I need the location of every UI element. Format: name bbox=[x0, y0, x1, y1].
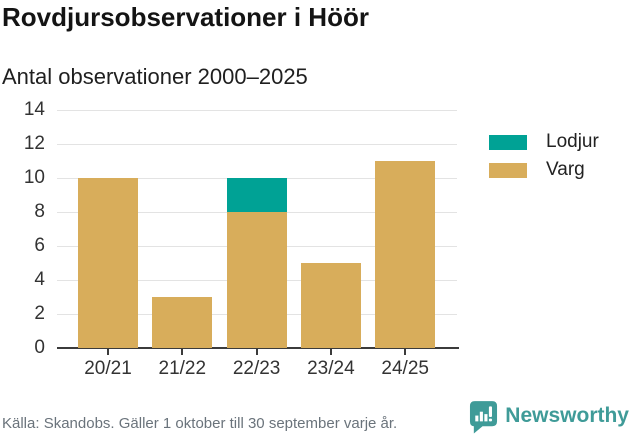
bar-varg-23/24 bbox=[300, 263, 361, 348]
x-axis-tick bbox=[329, 349, 332, 355]
brand-name: Newsworthy bbox=[505, 403, 629, 427]
x-axis-tick-label: 21/22 bbox=[158, 358, 207, 379]
legend-item-lodjur: Lodjur bbox=[489, 128, 599, 156]
y-axis-tick-label: 4 bbox=[34, 269, 45, 290]
y-axis-tick-label: 14 bbox=[23, 99, 45, 120]
y-axis-tick-label: 10 bbox=[23, 167, 45, 188]
legend-swatch-varg bbox=[489, 162, 527, 178]
bar-lodjur-22/23 bbox=[226, 178, 287, 212]
x-axis-tick bbox=[255, 349, 258, 355]
x-axis-tick-label: 24/25 bbox=[381, 358, 429, 379]
legend-swatch-lodjur bbox=[489, 134, 527, 150]
y-axis-tick-label: 0 bbox=[34, 337, 45, 358]
chart-subtitle: Antal observationer 2000–2025 bbox=[2, 64, 308, 89]
x-axis-tick-label: 22/23 bbox=[232, 358, 281, 379]
legend-label: Lodjur bbox=[546, 131, 599, 152]
x-axis-tick bbox=[107, 349, 109, 355]
bar-chart-speech-bubble-icon bbox=[470, 401, 498, 434]
page-title: Rovdjursobservationer i Höör bbox=[2, 2, 369, 32]
bar-varg-22/23 bbox=[226, 212, 287, 348]
newsworthy-logo[interactable]: Newsworthy bbox=[469, 401, 629, 434]
bar-varg-20/21 bbox=[78, 178, 138, 348]
y-axis-tick-label: 6 bbox=[34, 235, 45, 256]
chart-legend: Lodjur Varg bbox=[489, 128, 599, 184]
bar-varg-24/25 bbox=[375, 161, 436, 348]
x-axis-tick bbox=[404, 349, 407, 355]
gridline-y-14 bbox=[57, 110, 457, 111]
x-axis-tick-label: 23/24 bbox=[307, 358, 355, 379]
legend-item-varg: Varg bbox=[489, 156, 599, 184]
x-axis-tick-label: 20/21 bbox=[84, 358, 132, 379]
y-axis-tick-label: 12 bbox=[23, 133, 45, 154]
y-axis-tick-label: 8 bbox=[34, 201, 45, 222]
x-axis-line bbox=[57, 347, 459, 349]
y-axis-tick-label: 2 bbox=[34, 303, 45, 324]
x-axis-tick bbox=[181, 349, 184, 355]
source-note: Källa: Skandobs. Gäller 1 oktober till 3… bbox=[2, 415, 398, 432]
gridline-y-12 bbox=[57, 144, 457, 145]
bar-varg-21/22 bbox=[152, 297, 213, 348]
legend-label: Varg bbox=[546, 159, 585, 180]
